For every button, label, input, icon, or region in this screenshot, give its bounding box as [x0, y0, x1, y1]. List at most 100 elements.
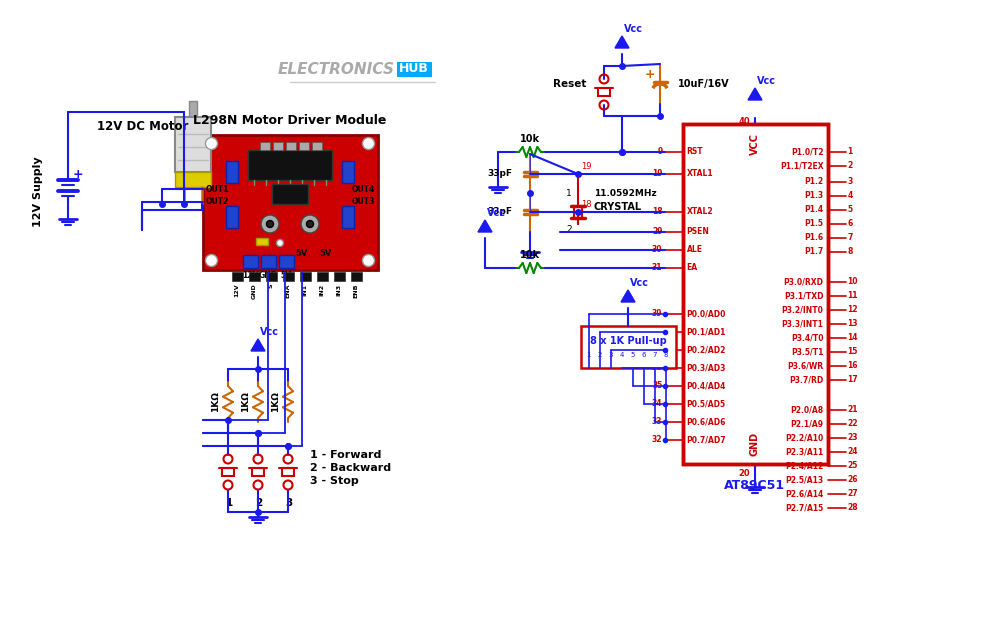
- Text: 30: 30: [652, 245, 662, 254]
- Polygon shape: [478, 220, 492, 232]
- Text: P0.1/AD1: P0.1/AD1: [686, 327, 726, 336]
- Text: P2.3/A11: P2.3/A11: [785, 447, 824, 456]
- Text: +: +: [645, 67, 655, 80]
- Text: ALE: ALE: [686, 245, 702, 254]
- Text: ENB: ENB: [354, 284, 358, 298]
- Text: 27: 27: [848, 489, 858, 498]
- Text: 5V: 5V: [320, 250, 332, 259]
- Text: Vcc: Vcc: [487, 208, 506, 218]
- Text: P2.1/A9: P2.1/A9: [790, 419, 824, 428]
- Text: OUT4: OUT4: [351, 184, 374, 193]
- Text: 10k: 10k: [520, 250, 540, 260]
- Bar: [175, 117, 211, 172]
- Text: 33pF: 33pF: [487, 169, 512, 178]
- Bar: [261, 254, 276, 268]
- Bar: [175, 172, 211, 187]
- Polygon shape: [748, 88, 762, 100]
- Bar: [342, 161, 354, 183]
- Text: 2: 2: [566, 225, 572, 234]
- Bar: [279, 254, 294, 268]
- Text: 11.0592MHz: 11.0592MHz: [594, 189, 657, 198]
- Bar: [580, 326, 676, 368]
- Text: 1KΩ: 1KΩ: [272, 392, 280, 412]
- Text: P3.3/INT1: P3.3/INT1: [782, 320, 824, 329]
- Bar: [300, 272, 311, 281]
- Text: RST: RST: [686, 148, 703, 157]
- Text: 26: 26: [848, 476, 858, 485]
- Text: 10: 10: [848, 277, 858, 286]
- Text: 6: 6: [848, 220, 853, 229]
- Text: 12V Supply: 12V Supply: [33, 157, 43, 227]
- Text: P1.7: P1.7: [804, 248, 824, 257]
- Bar: [682, 124, 828, 464]
- Text: OUT3: OUT3: [351, 198, 374, 207]
- Text: 21: 21: [848, 406, 858, 415]
- Text: 36: 36: [652, 363, 662, 372]
- Polygon shape: [251, 339, 265, 351]
- Text: 28: 28: [848, 503, 858, 512]
- Circle shape: [306, 220, 314, 227]
- Text: P1.5: P1.5: [804, 220, 824, 229]
- Text: 12V: 12V: [242, 270, 258, 279]
- Text: GND: GND: [252, 284, 256, 299]
- Text: Vcc: Vcc: [260, 327, 279, 337]
- Text: 2: 2: [255, 498, 263, 508]
- Bar: [226, 161, 238, 183]
- Text: 3: 3: [285, 498, 293, 508]
- Text: 1 - Forward: 1 - Forward: [310, 450, 381, 460]
- Bar: [249, 272, 260, 281]
- Text: 13: 13: [848, 320, 858, 329]
- Text: P3.4/T0: P3.4/T0: [791, 333, 824, 342]
- Text: IN3: IN3: [336, 284, 342, 295]
- Text: P0.5/AD5: P0.5/AD5: [686, 399, 726, 408]
- Text: 3 - Stop: 3 - Stop: [310, 476, 359, 486]
- Text: IN2: IN2: [320, 284, 324, 295]
- Text: Vcc: Vcc: [630, 278, 649, 288]
- Circle shape: [266, 220, 274, 227]
- Bar: [397, 62, 432, 77]
- Text: 40: 40: [738, 116, 750, 125]
- Text: P2.5/A13: P2.5/A13: [785, 476, 824, 485]
- Text: 10k: 10k: [520, 134, 540, 144]
- Text: Vcc: Vcc: [757, 76, 776, 86]
- Text: P1.6: P1.6: [804, 234, 824, 243]
- Text: P1.1/T2EX: P1.1/T2EX: [780, 162, 824, 171]
- Text: P0.0/AD0: P0.0/AD0: [686, 309, 726, 318]
- Text: +: +: [73, 168, 84, 180]
- Text: 2 - Backward: 2 - Backward: [310, 463, 391, 473]
- Text: 1: 1: [586, 352, 591, 358]
- Bar: [312, 142, 322, 150]
- Bar: [266, 272, 277, 281]
- Text: CRYSTAL: CRYSTAL: [594, 202, 642, 212]
- Text: 2: 2: [597, 352, 602, 358]
- Text: IN1: IN1: [302, 284, 308, 295]
- Bar: [232, 272, 243, 281]
- Bar: [299, 142, 309, 150]
- Text: 10uF/16V: 10uF/16V: [678, 79, 730, 89]
- Bar: [282, 468, 294, 476]
- Circle shape: [362, 254, 374, 266]
- Text: 6: 6: [641, 352, 646, 358]
- Text: 8 x 1K Pull-up: 8 x 1K Pull-up: [590, 336, 666, 346]
- Text: ELECTRONICS: ELECTRONICS: [278, 62, 395, 78]
- Text: VCC: VCC: [750, 133, 760, 155]
- Bar: [272, 184, 308, 204]
- Text: 18: 18: [581, 200, 592, 209]
- Text: 18: 18: [652, 207, 662, 216]
- Text: P3.0/RXD: P3.0/RXD: [784, 277, 824, 286]
- Bar: [598, 88, 610, 96]
- Text: P2.2/A10: P2.2/A10: [785, 433, 824, 442]
- Text: OUT1: OUT1: [206, 184, 229, 193]
- Text: 16: 16: [848, 361, 858, 370]
- Text: 17: 17: [848, 376, 858, 385]
- Text: 35: 35: [652, 381, 662, 390]
- Bar: [202, 135, 378, 270]
- Text: 14: 14: [848, 333, 858, 342]
- Bar: [189, 101, 197, 117]
- Text: 32: 32: [652, 435, 662, 444]
- Text: 7: 7: [652, 352, 657, 358]
- Text: 15: 15: [848, 347, 858, 356]
- Text: P2.7/A15: P2.7/A15: [785, 503, 824, 512]
- Text: P0.7/AD7: P0.7/AD7: [686, 435, 726, 444]
- Circle shape: [301, 215, 319, 233]
